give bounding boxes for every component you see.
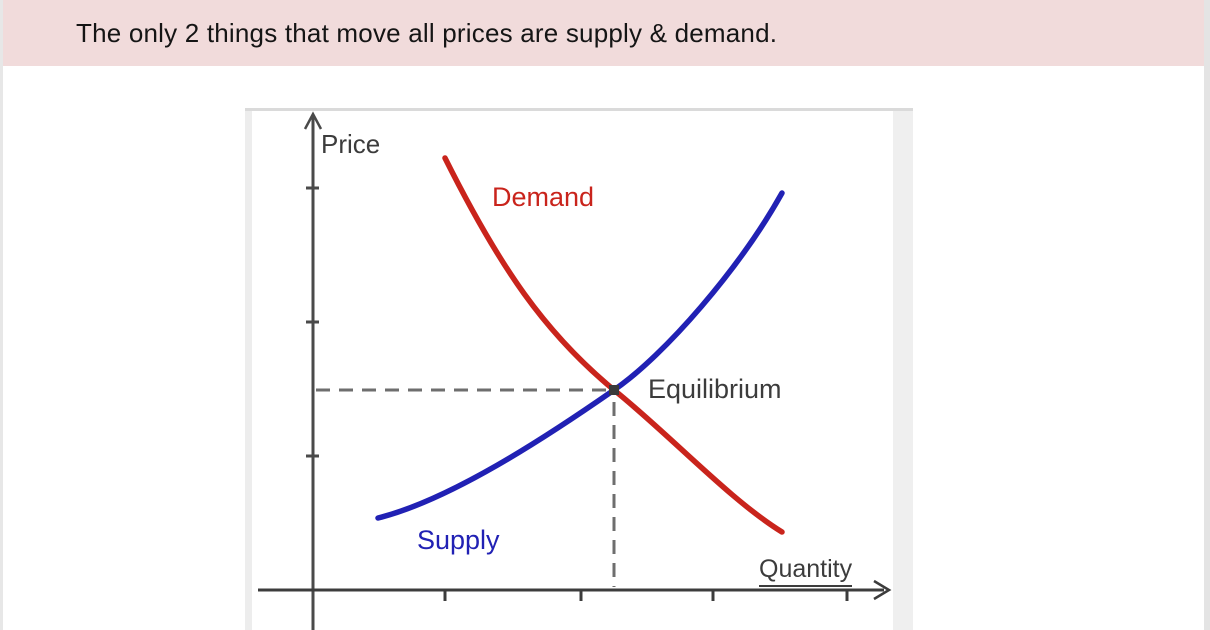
chart-image-right-border [893, 111, 913, 630]
chart-image-left-border [245, 111, 252, 630]
equilibrium-point [609, 385, 619, 395]
supply-demand-chart: Price Demand Equilibrium Supply Quantity [245, 108, 913, 630]
quantity-axis-arrowhead [873, 579, 892, 601]
demand-curve-label: Demand [492, 182, 595, 212]
price-axis-label: Price [321, 129, 381, 159]
demand-curve [442, 155, 785, 535]
chart-image-top-border [245, 108, 913, 111]
banner-text: The only 2 things that move all prices a… [76, 17, 778, 48]
equilibrium-label: Equilibrium [648, 374, 782, 404]
title-banner: The only 2 things that move all prices a… [3, 0, 1204, 66]
supply-curve-label: Supply [417, 525, 500, 555]
quantity-axis-label: Quantity [759, 555, 853, 587]
chart-canvas [258, 111, 892, 630]
price-axis-arrowhead [303, 111, 323, 130]
scrollbar-track[interactable] [1204, 0, 1210, 630]
window-left-edge [0, 0, 3, 630]
